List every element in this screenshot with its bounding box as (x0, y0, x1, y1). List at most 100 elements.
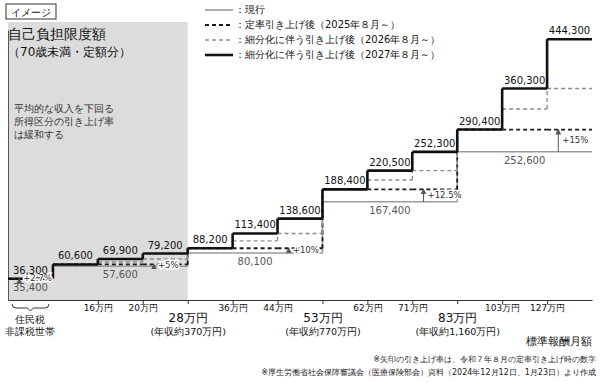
legend-label: ：現行 (235, 4, 265, 15)
step-riser (276, 219, 279, 234)
x-tick: 71万円 (398, 300, 427, 313)
step-riser (456, 130, 459, 152)
shaded-region (8, 22, 188, 300)
increase-arrow (558, 130, 559, 152)
step-riser (321, 189, 324, 218)
increase-arrow (19, 278, 20, 280)
legend-label: ：細分化に伴う引き上げ後（2027年８月～） (235, 49, 440, 60)
step-segment (322, 201, 367, 203)
step-riser (456, 130, 458, 190)
annotations: +2.7%+5%+10%+12.5%+15% (19, 130, 588, 284)
step-segment (188, 247, 233, 249)
data-label: 69,900 (103, 245, 138, 256)
step-segment (367, 201, 412, 203)
step-riser (501, 89, 504, 130)
data-label: 80,100 (238, 256, 273, 267)
increase-arrow (423, 189, 424, 201)
data-label: 60,600 (58, 250, 93, 261)
x-tick-line (188, 300, 189, 304)
x-tick-label-line: 28万円 (169, 311, 208, 325)
x-axis: 16万円20万円28万円(年収約370万円)36万円44万円53万円(年収約77… (9, 300, 593, 337)
category-axis: 住民税非課税世帯 (5, 304, 55, 337)
increase-rate: +15% (562, 135, 588, 145)
data-label: 188,400 (324, 175, 365, 186)
step-segment (322, 189, 367, 191)
step-segment (233, 240, 278, 241)
x-tick: 62万円 (353, 300, 382, 313)
step-riser (52, 264, 54, 278)
x-tick-label-line: 20万円 (129, 303, 158, 313)
data-label: 444,300 (549, 25, 590, 36)
shaded-region-line: 平均的な収入を下回る (14, 103, 114, 114)
x-tick-label-line: 71万円 (398, 303, 427, 313)
data-label: 36,300 (13, 265, 48, 276)
title: 自己負担限度額 (8, 26, 106, 42)
step-segment (53, 264, 98, 266)
step-segment (457, 129, 502, 131)
x-tick-label: 44万円 (263, 303, 292, 313)
data-label: 88,200 (193, 234, 228, 245)
step-segment (412, 201, 457, 203)
x-tick: 127万円 (530, 300, 565, 313)
x-tick-label-line: 83万円 (438, 311, 477, 325)
x-tick: 103万円 (485, 300, 520, 313)
legend-label: ：定率引き上げ後（2025年８月～） (235, 19, 400, 30)
category-label: 住民税非課税世帯 (5, 314, 55, 337)
step-segment (547, 151, 592, 153)
step-riser (52, 264, 53, 278)
step-segment (367, 189, 412, 191)
step-segment (188, 248, 233, 249)
data-label: 252,300 (414, 138, 455, 149)
category-brace (12, 304, 49, 311)
x-tick-label-line: 36万円 (218, 303, 247, 313)
increase-arrow (154, 264, 155, 266)
step-segment (98, 265, 143, 267)
badge: イメージ (11, 7, 51, 18)
step-segment (98, 264, 143, 266)
step-segment (322, 188, 367, 191)
step-riser (52, 264, 55, 278)
x-tick-label: 36万円 (218, 303, 247, 313)
step-segment (367, 169, 412, 172)
category-label-line: 非課税世帯 (5, 326, 55, 337)
x-axis-title: 標準報酬月額 (526, 335, 592, 348)
data-label: 113,400 (234, 219, 275, 230)
series (8, 39, 592, 278)
step-segment (53, 264, 98, 265)
shaded-region-line: は緩和する (14, 129, 64, 140)
x-tick-label: 20万円 (129, 303, 158, 313)
step-segment (457, 129, 502, 130)
step-segment (367, 179, 412, 180)
step-riser (141, 254, 144, 259)
x-tick-label-line: (年収約770万円) (285, 326, 361, 337)
data-label: 252,600 (504, 155, 545, 166)
x-axis-line (9, 300, 593, 301)
legend-label: ：細分化に伴う引き上げ後（2026年８月～） (235, 34, 440, 45)
legend-swatch (205, 24, 233, 26)
x-tick-label-line: 62万円 (353, 303, 382, 313)
x-tick-label: 28万円(年収約370万円) (150, 311, 226, 337)
increase-rate: +5% (158, 260, 179, 270)
x-tick: 28万円(年収約370万円) (150, 300, 226, 337)
step-segment (278, 217, 323, 220)
series (8, 89, 592, 279)
step-riser (546, 89, 547, 109)
legend-item: ：細分化に伴う引き上げ後（2026年８月～） (205, 34, 440, 45)
legend: ：現行 ：定率引き上げ後（2025年８月～） ：細分化に伴う引き上げ後（2026年８… (205, 4, 440, 60)
data-label: 138,600 (279, 205, 320, 216)
step-riser (231, 233, 234, 248)
x-tick: 36万円 (218, 300, 247, 313)
note: ※矢印の引き上げ率は、令和７年８月の定率引き上げ時の数字 (373, 355, 596, 364)
step-riser (322, 189, 323, 233)
y-axis (8, 31, 9, 301)
x-tick-label: 103万円 (485, 303, 520, 313)
step-segment (143, 252, 188, 255)
step-segment (502, 129, 547, 131)
chart-root: 平均的な収入を下回る所得区分の引き上げ率は緩和するイメージ自己負担限度額（70歳… (0, 0, 600, 383)
step-segment (188, 247, 233, 250)
increase-rate: +12.5% (428, 190, 462, 200)
step-segment (233, 252, 278, 254)
plot-area (8, 39, 592, 279)
data-label: 220,500 (369, 157, 410, 168)
x-tick-label: 16万円 (84, 303, 113, 313)
